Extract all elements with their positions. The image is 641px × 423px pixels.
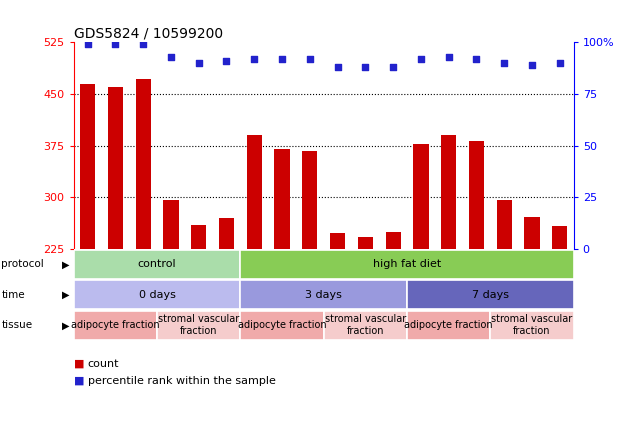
Point (221, 58, 231, 64)
Point (249, 55, 260, 62)
Bar (191, 225, 206, 249)
Text: 7 days: 7 days (472, 290, 509, 300)
Text: ▶: ▶ (62, 320, 70, 330)
Bar (490, 310, 574, 340)
Point (527, 62, 537, 69)
Point (360, 64, 370, 71)
Text: adipocyte fraction: adipocyte fraction (404, 320, 493, 330)
Point (388, 64, 398, 71)
Text: ▶: ▶ (62, 259, 70, 269)
Text: stromal vascular
fraction: stromal vascular fraction (158, 314, 239, 336)
Bar (240, 280, 407, 310)
Point (277, 55, 287, 62)
Point (83, 41, 93, 48)
Point (304, 55, 315, 62)
Point (554, 60, 565, 66)
Text: adipocyte fraction: adipocyte fraction (238, 320, 326, 330)
Bar (524, 217, 540, 249)
Text: control: control (138, 259, 176, 269)
Text: count: count (88, 359, 119, 369)
Bar (441, 135, 456, 249)
Bar (240, 250, 574, 279)
Text: ■: ■ (74, 359, 84, 369)
Text: adipocyte fraction: adipocyte fraction (71, 320, 160, 330)
Bar (469, 141, 484, 249)
Text: 3 days: 3 days (305, 290, 342, 300)
Bar (330, 233, 345, 249)
Point (471, 55, 481, 62)
Bar (163, 200, 179, 249)
Point (444, 53, 454, 60)
Bar (324, 310, 407, 340)
Bar (407, 310, 490, 340)
Point (166, 53, 176, 60)
Bar (74, 250, 240, 279)
Text: tissue: tissue (1, 320, 33, 330)
Bar (302, 151, 317, 249)
Point (333, 64, 343, 71)
Bar (407, 280, 574, 310)
Bar (497, 200, 512, 249)
Bar (274, 149, 290, 249)
Bar (80, 84, 96, 249)
Point (194, 60, 204, 66)
Bar (358, 237, 373, 249)
Bar (240, 310, 324, 340)
Text: percentile rank within the sample: percentile rank within the sample (88, 376, 276, 386)
Bar (74, 280, 240, 310)
Bar (552, 226, 567, 249)
Text: ■: ■ (74, 376, 84, 386)
Bar (108, 87, 123, 249)
Bar (413, 144, 429, 249)
Text: GDS5824 / 10599200: GDS5824 / 10599200 (74, 26, 223, 40)
Text: stromal vascular
fraction: stromal vascular fraction (492, 314, 572, 336)
Point (416, 55, 426, 62)
Text: time: time (1, 290, 25, 300)
Bar (385, 232, 401, 249)
Point (499, 60, 510, 66)
Text: ▶: ▶ (62, 290, 70, 300)
Point (110, 41, 121, 48)
Text: high fat diet: high fat diet (373, 259, 441, 269)
Point (138, 41, 148, 48)
Bar (135, 79, 151, 249)
Bar (74, 310, 157, 340)
Text: protocol: protocol (1, 259, 44, 269)
Bar (157, 310, 240, 340)
Text: 0 days: 0 days (138, 290, 176, 300)
Text: stromal vascular
fraction: stromal vascular fraction (325, 314, 406, 336)
Bar (247, 135, 262, 249)
Bar (219, 218, 234, 249)
